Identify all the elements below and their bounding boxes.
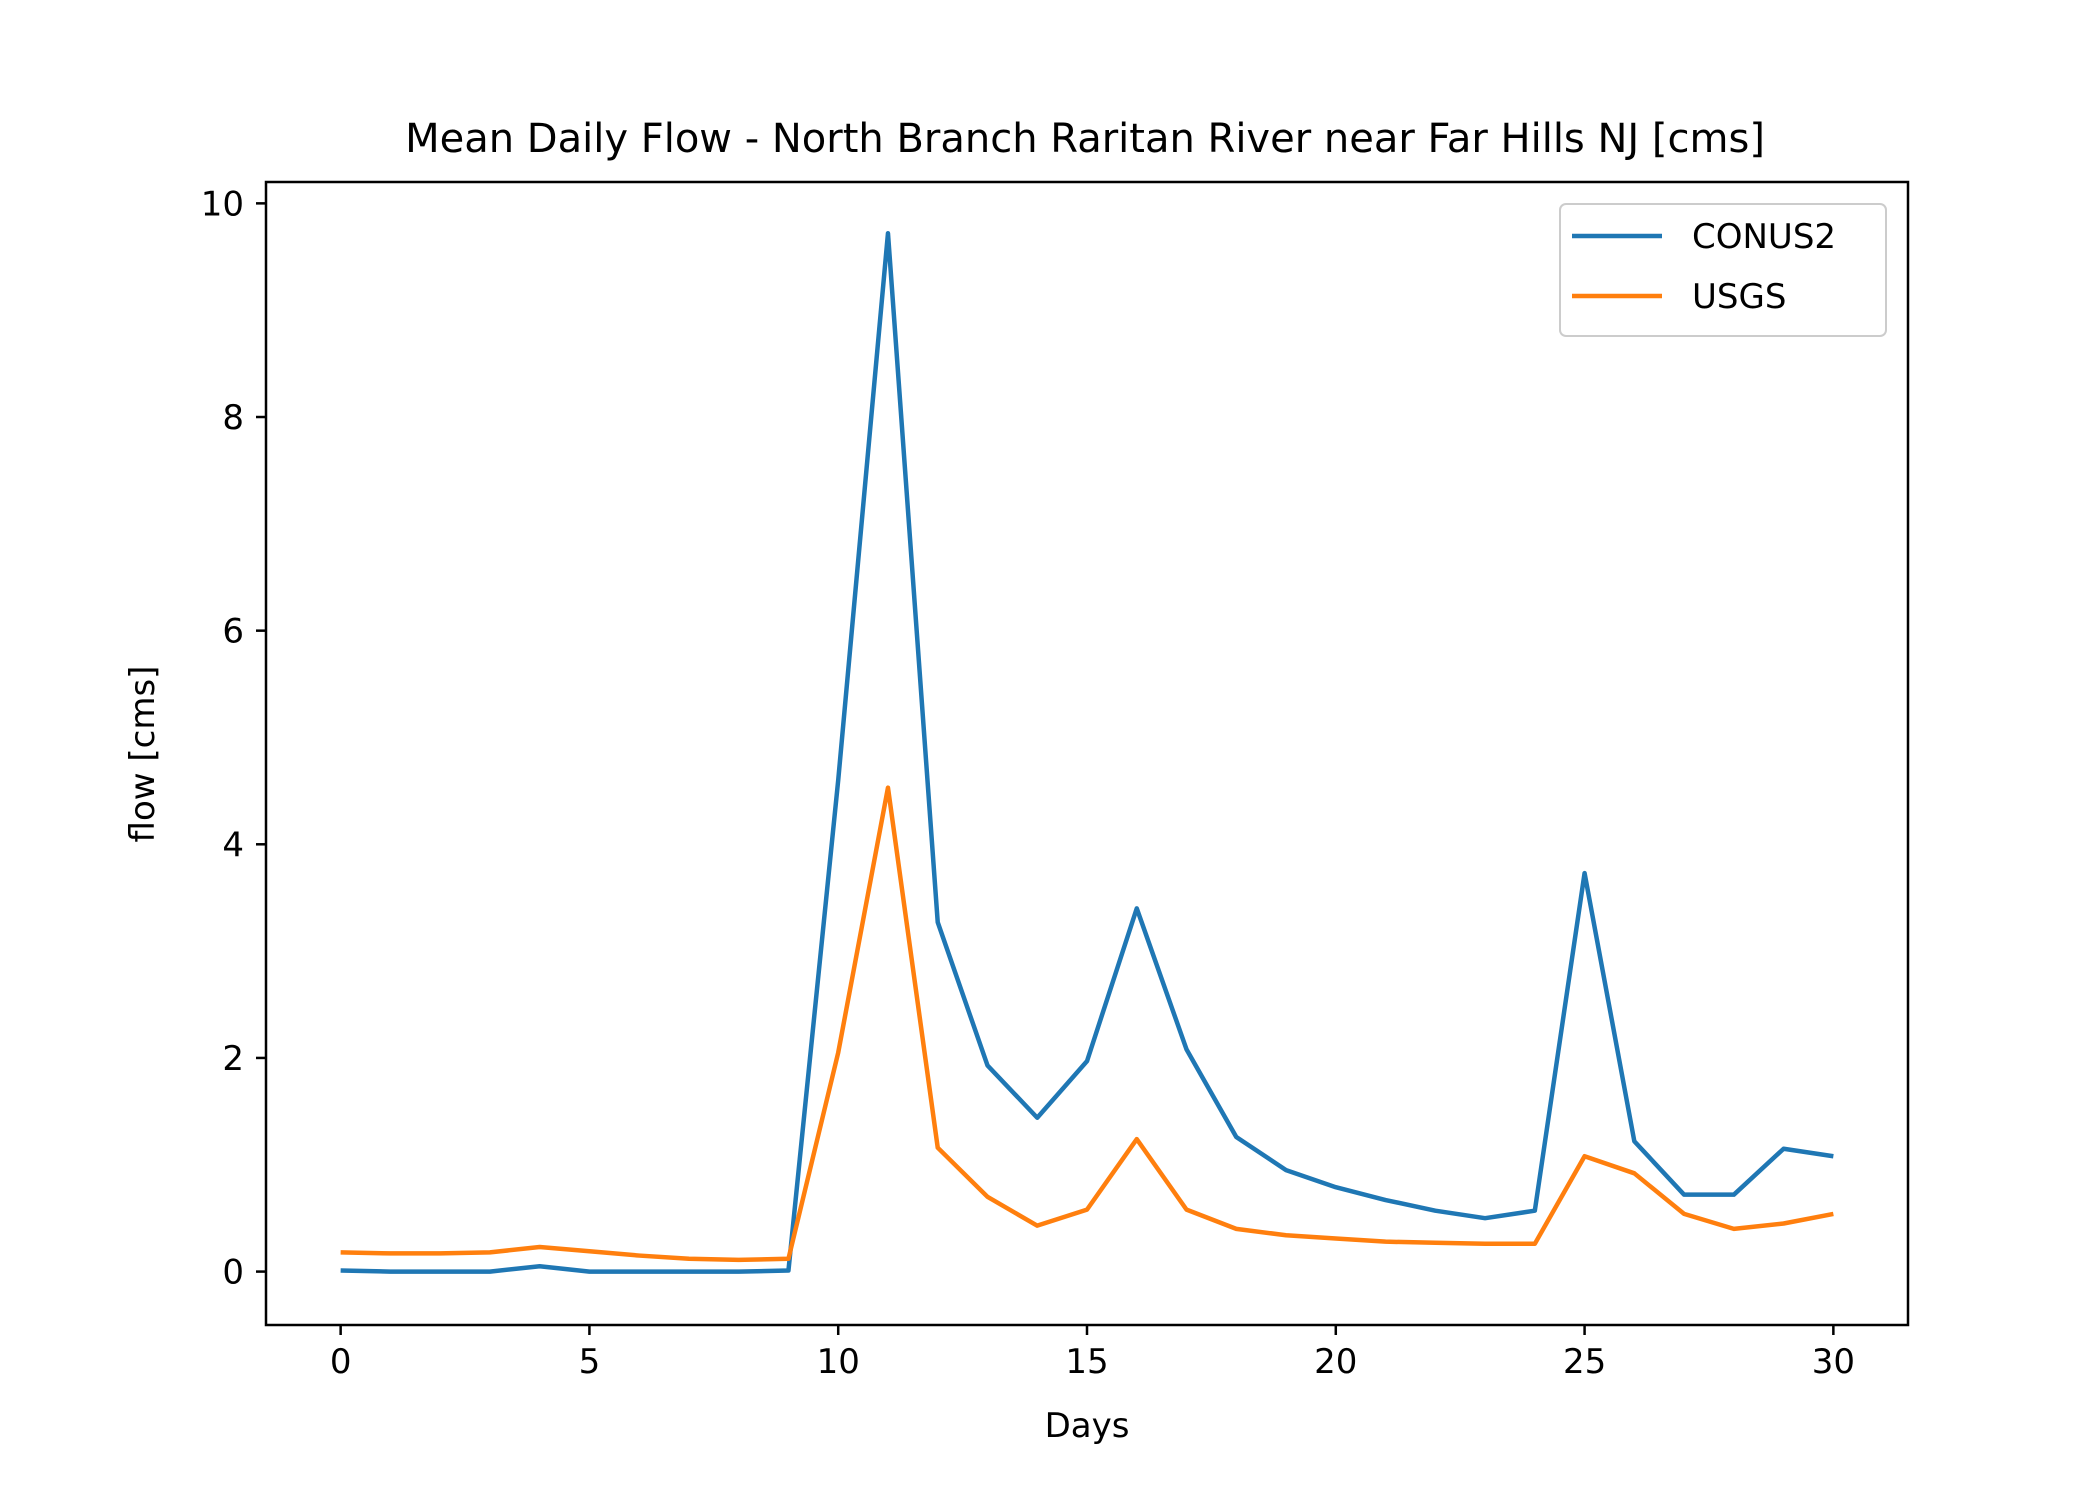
x-tick-label: 25 (1563, 1342, 1606, 1382)
chart-title: Mean Daily Flow - North Branch Raritan R… (405, 116, 1765, 162)
x-tick-label: 10 (817, 1342, 860, 1382)
x-tick-label: 20 (1314, 1342, 1357, 1382)
legend: CONUS2 USGS (1559, 203, 1887, 337)
y-tick-label: 4 (222, 825, 244, 865)
series-line-conus2 (340, 231, 1834, 1274)
legend-label-conus2: CONUS2 (1692, 217, 1836, 257)
y-tick-label: 10 (201, 184, 244, 224)
y-axis-label: flow [cms] (123, 666, 163, 843)
x-axis: 0 5 10 15 20 25 30 (330, 1325, 1855, 1382)
y-tick-label: 2 (222, 1039, 244, 1079)
x-axis-label: Days (1045, 1406, 1130, 1446)
plot-area (340, 231, 1834, 1274)
legend-label-usgs: USGS (1692, 277, 1786, 317)
x-tick-label: 30 (1812, 1342, 1855, 1382)
y-axis: 0 2 4 6 8 10 (201, 184, 266, 1293)
y-tick-label: 6 (222, 612, 244, 652)
series-line-usgs (340, 785, 1834, 1263)
y-tick-label: 8 (222, 398, 244, 438)
y-tick-label: 0 (222, 1253, 244, 1293)
x-tick-label: 5 (579, 1342, 601, 1382)
x-tick-label: 0 (330, 1342, 352, 1382)
x-tick-label: 15 (1065, 1342, 1108, 1382)
